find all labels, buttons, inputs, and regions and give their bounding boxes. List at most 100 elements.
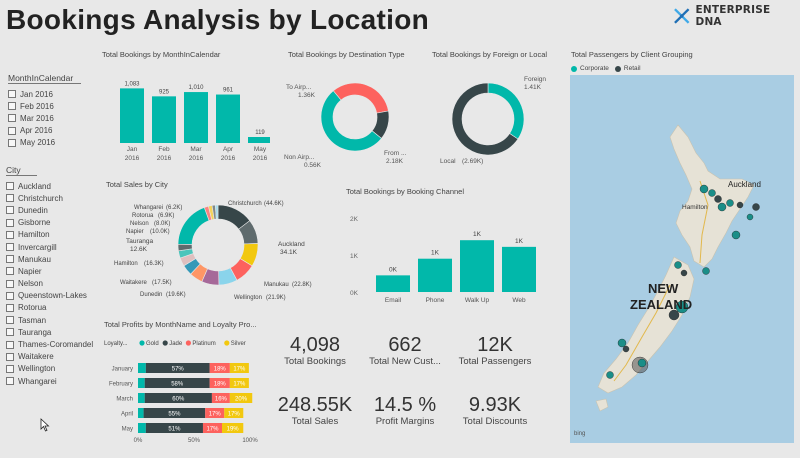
city-slice[interactable]	[177, 207, 210, 245]
city-slicer-item[interactable]: Hamilton	[6, 229, 102, 241]
city-slicer-checkbox[interactable]	[6, 182, 14, 191]
loyalty-segment[interactable]	[209, 378, 230, 388]
city-slicer-item[interactable]: Thames-Coromandel	[6, 338, 102, 350]
loyalty-segment-label: 18%	[214, 382, 227, 388]
city-slicer-checkbox[interactable]	[6, 352, 14, 361]
city-slicer-item[interactable]: Nelson	[6, 278, 102, 290]
loyalty-segment[interactable]	[145, 423, 203, 433]
loyalty-segment[interactable]	[229, 393, 253, 403]
channel-tick-label: Walk Up	[465, 297, 490, 304]
bookings-by-destination-title: Total Bookings by Destination Type	[288, 50, 405, 59]
loyalty-segment[interactable]	[138, 423, 146, 433]
foreign-slice[interactable]	[487, 82, 525, 140]
month-bar[interactable]	[152, 96, 176, 143]
city-slicer-checkbox[interactable]	[6, 218, 14, 227]
channel-bar[interactable]	[460, 240, 494, 292]
city-slicer-checkbox[interactable]	[6, 291, 14, 300]
kpi-label: Total Sales	[291, 416, 339, 427]
month-slicer-item[interactable]: May 2016	[8, 137, 98, 149]
city-slicer-item[interactable]: Napier	[6, 265, 102, 277]
kpi-card: 12K Total Passengers	[450, 334, 540, 367]
month-bar[interactable]	[120, 88, 144, 143]
city-label: Manukau	[264, 282, 289, 288]
city-slicer-item[interactable]: Dunedin	[6, 204, 102, 216]
city-slicer-label: Wellington	[18, 364, 56, 374]
city-slicer-item[interactable]: Christchurch	[6, 192, 102, 204]
destination-slice[interactable]	[320, 90, 382, 152]
foreign-value: (2.69K)	[462, 158, 483, 165]
city-slicer-item[interactable]: Rotorua	[6, 302, 102, 314]
legend-retail-label: Retail	[623, 65, 641, 72]
city-slicer-checkbox[interactable]	[6, 364, 14, 373]
month-bar[interactable]	[248, 136, 272, 143]
loyalty-segment[interactable]	[138, 408, 144, 418]
month-bar[interactable]	[184, 92, 208, 143]
month-slicer-checkbox[interactable]	[8, 138, 16, 147]
city-slicer-item[interactable]: Auckland	[6, 180, 102, 192]
loyalty-segment[interactable]	[144, 378, 210, 388]
bookings-by-channel-chart: Total Bookings by Booking Channel 2K 1K 0K…	[340, 187, 540, 312]
channel-bar[interactable]	[418, 258, 452, 292]
city-slicer-checkbox[interactable]	[6, 377, 14, 386]
city-slicer-checkbox[interactable]	[6, 194, 14, 203]
city-slicer-item[interactable]: Wellington	[6, 363, 102, 375]
city-slicer-checkbox[interactable]	[6, 279, 14, 288]
city-slicer-item[interactable]: Manukau	[6, 253, 102, 265]
kpi-value: 248.55K	[277, 394, 353, 416]
loyalty-segment[interactable]	[229, 378, 249, 388]
city-slicer-checkbox[interactable]	[6, 340, 14, 349]
month-slicer-item[interactable]: Apr 2016	[8, 125, 98, 137]
nz-map[interactable]: Auckland Hamilton NEW ZEALAND bing	[570, 75, 794, 443]
city-slicer-checkbox[interactable]	[6, 316, 14, 325]
month-slicer-item[interactable]: Mar 2016	[8, 112, 98, 124]
month-bar[interactable]	[216, 94, 240, 143]
legend-retail-dot	[614, 65, 621, 72]
city-slicer-checkbox[interactable]	[6, 230, 14, 239]
map-label-nz-1: NEW	[648, 281, 679, 296]
city-slicer-checkbox[interactable]	[6, 243, 14, 252]
loyalty-segment[interactable]	[202, 423, 222, 433]
city-slicer-checkbox[interactable]	[6, 206, 14, 215]
city-slicer-checkbox[interactable]	[6, 328, 14, 337]
loyalty-segment[interactable]	[229, 363, 249, 373]
city-slicer-item[interactable]: Invercargill	[6, 241, 102, 253]
city-slicer-item[interactable]: Tauranga	[6, 326, 102, 338]
month-slicer-checkbox[interactable]	[8, 102, 16, 111]
city-slice[interactable]	[214, 204, 219, 220]
channel-bar[interactable]	[376, 275, 410, 292]
map-legend: Corporate Retail	[568, 65, 796, 72]
loyalty-segment[interactable]	[144, 393, 212, 403]
city-slicer-item[interactable]: Whangarei	[6, 375, 102, 387]
city-value: 12.6K	[130, 246, 148, 253]
loyalty-segment-label: 58%	[171, 382, 184, 388]
month-slicer-checkbox[interactable]	[8, 114, 16, 123]
city-slicer-checkbox[interactable]	[6, 303, 14, 312]
loyalty-segment[interactable]	[222, 423, 244, 433]
city-slicer-item[interactable]: Queenstown-Lakes	[6, 290, 102, 302]
loyalty-segment[interactable]	[211, 393, 230, 403]
month-tick-label: 2016	[125, 155, 140, 162]
destination-slice[interactable]	[332, 82, 389, 114]
foreign-slice[interactable]	[451, 82, 519, 156]
month-slicer-item[interactable]: Feb 2016	[8, 100, 98, 112]
loyalty-segment[interactable]	[145, 363, 210, 373]
city-slicer-item[interactable]: Gisborne	[6, 217, 102, 229]
month-slicer-item[interactable]: Jan 2016	[8, 88, 98, 100]
loyalty-segment[interactable]	[143, 408, 206, 418]
loyalty-segment[interactable]	[205, 408, 225, 418]
city-slicer-item[interactable]: Waitakere	[6, 351, 102, 363]
month-slicer-checkbox[interactable]	[8, 126, 16, 135]
loyalty-segment[interactable]	[224, 408, 244, 418]
city-slicer-checkbox[interactable]	[6, 267, 14, 276]
month-slicer-checkbox[interactable]	[8, 90, 16, 99]
channel-bar[interactable]	[502, 246, 536, 292]
loyalty-segment[interactable]	[138, 378, 145, 388]
month-tick-label: 2016	[221, 155, 236, 162]
loyalty-segment[interactable]	[209, 363, 230, 373]
city-slicer-item[interactable]: Tasman	[6, 314, 102, 326]
bookings-by-destination-svg: To Airp...1.36K Non Airp...0.56K From ...2…	[284, 82, 407, 169]
loyalty-segment[interactable]	[138, 393, 145, 403]
city-slicer-checkbox[interactable]	[6, 255, 14, 264]
loyalty-segment[interactable]	[138, 363, 146, 373]
city-slicer-label: Whangarei	[18, 376, 57, 386]
